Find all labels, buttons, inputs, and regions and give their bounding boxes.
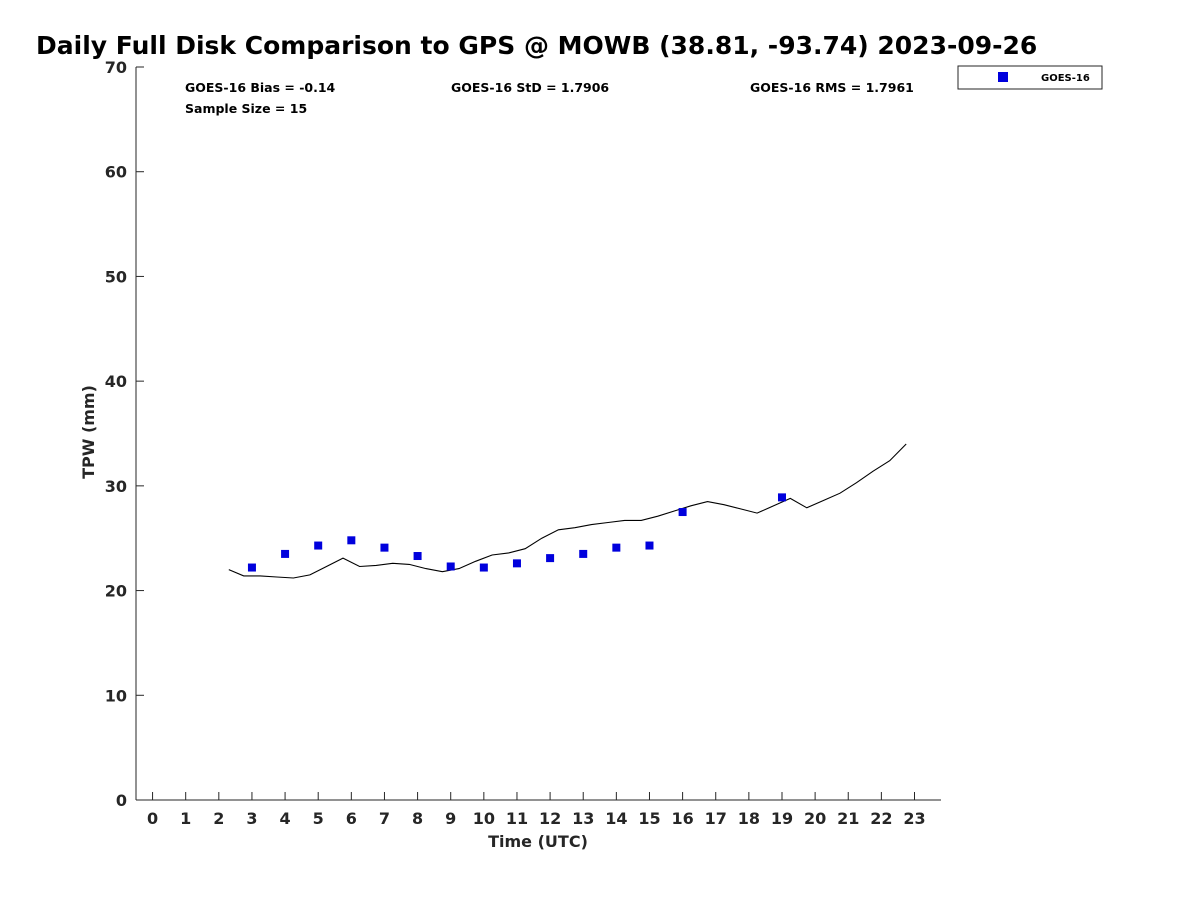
legend: GOES-16 xyxy=(957,65,1103,90)
x-tick-label: 21 xyxy=(837,809,859,828)
x-tick-label: 8 xyxy=(412,809,423,828)
x-tick-label: 11 xyxy=(506,809,528,828)
x-axis-label: Time (UTC) xyxy=(488,832,588,851)
goes16-point xyxy=(645,541,654,550)
y-tick-label: 10 xyxy=(105,686,127,705)
goes16-point xyxy=(446,562,455,571)
x-tick-label: 20 xyxy=(804,809,826,828)
x-tick-label: 17 xyxy=(705,809,727,828)
y-ticks: 0 10 20 30 40 50 60 70 xyxy=(105,58,144,810)
x-tick-label: 3 xyxy=(246,809,257,828)
x-tick-label: 15 xyxy=(638,809,660,828)
goes16-point xyxy=(347,536,356,545)
goes16-point xyxy=(247,563,256,572)
x-ticks: 0 1 2 3 4 5 6 7 8 9 10 11 12 13 14 15 16 17 18 19 20 21 22 23 xyxy=(147,792,926,828)
goes16-point xyxy=(777,493,786,502)
x-tick-label: 6 xyxy=(346,809,357,828)
x-tick-label: 2 xyxy=(213,809,224,828)
chart-title: Daily Full Disk Comparison to GPS @ MOWB… xyxy=(36,31,1037,60)
x-tick-label: 7 xyxy=(379,809,390,828)
x-tick-label: 1 xyxy=(180,809,191,828)
goes16-point xyxy=(314,541,323,550)
legend-box xyxy=(957,65,1103,90)
stat-bias: GOES-16 Bias = -0.14 xyxy=(185,80,336,95)
y-tick-label: 60 xyxy=(105,163,127,182)
y-tick-label: 30 xyxy=(105,477,127,496)
stat-std: GOES-16 StD = 1.7906 xyxy=(451,80,609,95)
x-tick-label: 16 xyxy=(671,809,693,828)
x-tick-label: 22 xyxy=(870,809,892,828)
gps-line xyxy=(228,443,907,579)
x-tick-label: 9 xyxy=(445,809,456,828)
goes16-point xyxy=(546,554,555,563)
axes xyxy=(135,67,941,801)
y-tick-label: 0 xyxy=(116,791,127,810)
stat-sample-size: Sample Size = 15 xyxy=(185,101,307,116)
goes16-point xyxy=(678,508,687,517)
goes16-point xyxy=(413,552,422,561)
gps-line-series xyxy=(228,443,907,579)
legend-label-goes16: GOES-16 xyxy=(1041,73,1090,84)
x-tick-label: 18 xyxy=(738,809,760,828)
y-tick-label: 70 xyxy=(105,58,127,77)
goes16-point xyxy=(380,543,389,552)
legend-marker-goes16 xyxy=(998,72,1008,82)
x-tick-label: 4 xyxy=(280,809,291,828)
x-tick-label: 0 xyxy=(147,809,158,828)
y-tick-label: 40 xyxy=(105,372,127,391)
goes16-point xyxy=(281,549,290,558)
x-tick-label: 14 xyxy=(605,809,627,828)
x-tick-label: 12 xyxy=(539,809,561,828)
x-tick-label: 10 xyxy=(473,809,495,828)
goes16-point xyxy=(479,563,488,572)
goes16-scatter-series xyxy=(247,493,786,572)
stat-rms: GOES-16 RMS = 1.7961 xyxy=(750,80,914,95)
x-tick-label: 23 xyxy=(903,809,925,828)
x-tick-label: 13 xyxy=(572,809,594,828)
x-tick-label: 19 xyxy=(771,809,793,828)
y-axis-label: TPW (mm) xyxy=(79,385,98,479)
goes16-point xyxy=(579,549,588,558)
x-tick-label: 5 xyxy=(313,809,324,828)
goes16-point xyxy=(512,559,521,568)
y-tick-label: 20 xyxy=(105,582,127,601)
y-tick-label: 50 xyxy=(105,267,127,286)
goes16-point xyxy=(612,543,621,552)
